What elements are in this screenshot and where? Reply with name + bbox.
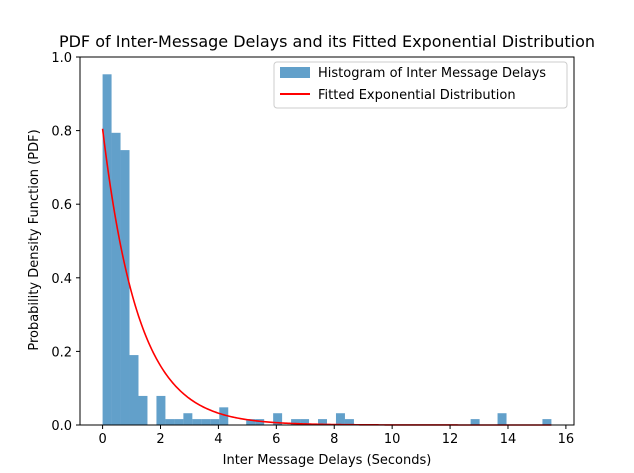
x-tick-label: 2 [156,432,164,447]
histogram-bar-5 [156,395,166,425]
x-tick-label: 16 [558,432,575,447]
histogram-bar-0 [102,74,112,426]
histogram-bar-11 [210,419,220,425]
x-tick-label: 8 [330,432,338,447]
histogram-bar-1 [111,132,121,426]
fitted-line-layer [101,128,552,426]
x-tick-label: 12 [442,432,459,447]
y-tick-label: 0.2 [51,345,72,360]
x-axis-ticks: 0 2 4 6 8 10 12 14 16 [98,425,574,447]
x-tick-label: 14 [500,432,517,447]
y-tick-label: 0.6 [51,198,72,213]
histogram-bar-3 [129,355,139,425]
y-tick-label: 1.0 [51,51,72,66]
histogram-bar-8 [183,413,193,425]
histogram-bar-14 [255,419,265,425]
y-axis-ticks: 0.0 0.2 0.4 0.6 0.8 1.0 [51,51,80,434]
plot-area-frame [79,56,575,426]
histogram-bar-18 [318,419,327,425]
x-axis-title: Inter Message Delays (Seconds) [223,453,432,468]
histogram-bar-2 [120,150,130,425]
legend-label-fitted-line: Fitted Exponential Distribution [318,88,516,103]
histogram-bar-21 [470,419,480,425]
histogram-bar-10 [201,419,211,425]
chart-title: PDF of Inter-Message Delays and its Fitt… [59,32,595,51]
histogram-bar-20 [344,419,354,425]
y-tick-label: 0.0 [51,419,72,434]
histogram-bar-23 [542,419,552,425]
legend-label-histogram: Histogram of Inter Message Delays [318,66,546,81]
x-tick-label: 10 [384,432,401,447]
y-tick-label: 0.4 [51,272,72,287]
histogram-bar-6 [165,419,175,425]
histogram-bar-7 [174,419,184,425]
histogram-bar-22 [497,413,507,425]
y-axis-title: Probability Density Function (PDF) [27,129,42,350]
histogram-bar-16 [291,419,301,425]
legend: Histogram of Inter Message Delays Fitted… [273,61,568,109]
legend-swatch-histogram [280,67,310,78]
x-tick-label: 4 [214,432,222,447]
histogram-bar-12 [219,407,229,425]
histogram-bar-4 [138,395,148,425]
x-tick-label: 6 [272,432,280,447]
histogram-bar-9 [192,419,202,425]
histogram-bars [102,74,552,426]
legend-box [273,61,568,109]
histogram-bar-17 [300,419,310,425]
y-tick-label: 0.8 [51,125,72,140]
x-tick-label: 0 [98,432,106,447]
histogram-bar-15 [273,413,283,425]
histogram-bar-13 [246,419,256,425]
fitted-exponential-line [101,128,552,426]
histogram-bar-19 [335,413,345,425]
